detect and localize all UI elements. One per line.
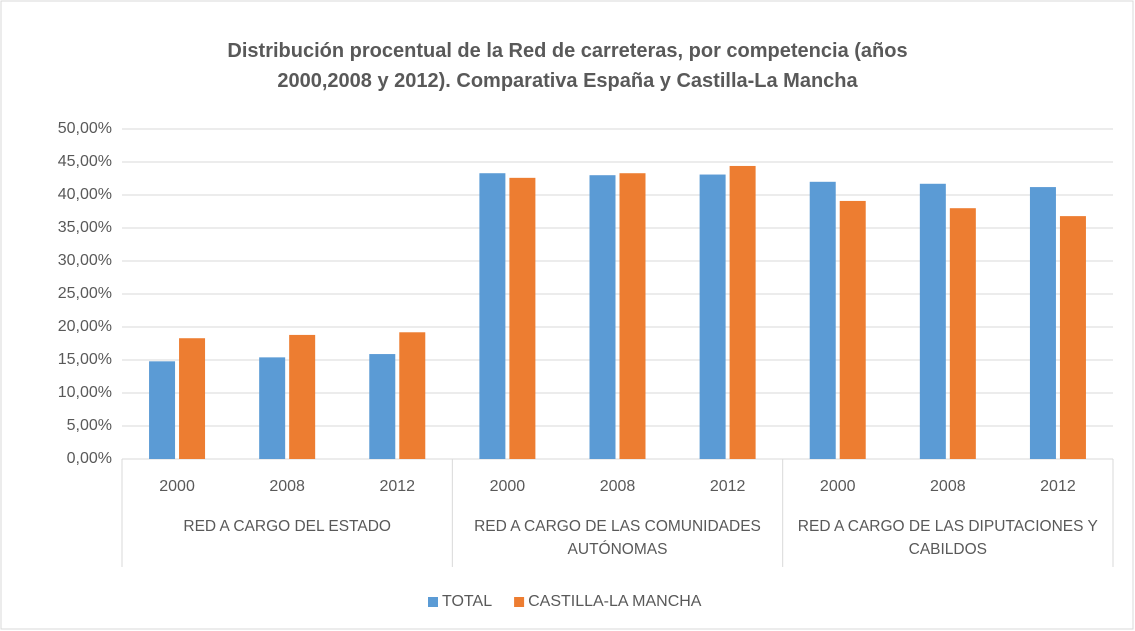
- bar: [949, 208, 976, 459]
- x-tick-label: 2012: [1040, 478, 1076, 495]
- x-tick-label: 2008: [600, 478, 636, 495]
- bar: [149, 361, 176, 459]
- x-tick-label: 2012: [710, 478, 746, 495]
- group-label: RED A CARGO DE LAS COMUNIDADES AUTÓNOMAS: [474, 518, 761, 558]
- y-tick-label: 10,00%: [58, 384, 112, 401]
- y-tick-label: 45,00%: [58, 153, 112, 170]
- bar: [699, 174, 726, 460]
- y-tick-label: 30,00%: [58, 252, 112, 269]
- chart-title: Distribución procentual de la Red de car…: [227, 40, 908, 92]
- bar: [919, 183, 946, 459]
- legend-label: TOTAL: [442, 593, 492, 610]
- bar: [589, 175, 616, 459]
- bar: [1059, 216, 1086, 459]
- bar: [479, 173, 506, 459]
- bar: [369, 354, 396, 459]
- bar: [729, 165, 756, 459]
- x-tick-label: 2008: [269, 478, 305, 495]
- bar: [399, 332, 426, 459]
- legend-swatch: [514, 597, 525, 607]
- y-tick-label: 20,00%: [58, 318, 112, 335]
- y-tick-label: 35,00%: [58, 219, 112, 236]
- legend-swatch: [428, 597, 438, 607]
- y-tick-label: 40,00%: [58, 186, 112, 203]
- group-label: RED A CARGO DEL ESTADO: [183, 518, 391, 535]
- x-tick-label: 2008: [930, 478, 966, 495]
- group-label: RED A CARGO DE LAS DIPUTACIONES Y CABILD…: [797, 518, 1098, 558]
- x-tick-label: 2012: [379, 478, 415, 495]
- y-tick-label: 50,00%: [58, 120, 112, 137]
- x-tick-label: 2000: [820, 478, 856, 495]
- legend-label: CASTILLA-LA MANCHA: [528, 593, 702, 610]
- bar: [179, 338, 206, 459]
- y-tick-label: 5,00%: [67, 417, 112, 434]
- bar: [289, 334, 316, 459]
- bar: [809, 181, 836, 460]
- bar: [259, 357, 286, 459]
- x-tick-label: 2000: [490, 478, 526, 495]
- x-tick-label: 2000: [159, 478, 195, 495]
- y-tick-label: 0,00%: [67, 450, 112, 467]
- y-tick-label: 25,00%: [58, 285, 112, 302]
- bar: [839, 200, 866, 459]
- bar: [619, 173, 646, 459]
- bar: [509, 177, 536, 459]
- bar: [1029, 187, 1056, 459]
- y-tick-label: 15,00%: [58, 351, 112, 368]
